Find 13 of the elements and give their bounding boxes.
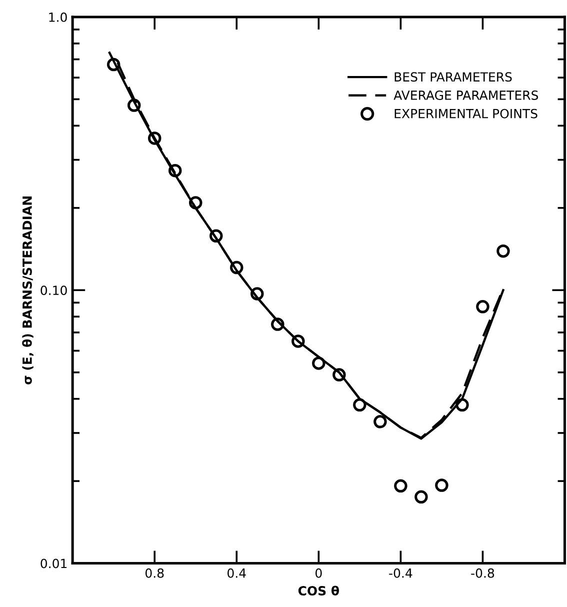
y-tick-label: 0.01 bbox=[40, 558, 67, 568]
x-tick-label: 0.4 bbox=[228, 568, 246, 578]
y-tick-label: 0.10 bbox=[40, 286, 67, 296]
x-tick-label: -0.4 bbox=[389, 568, 412, 578]
x-axis-title: COS θ bbox=[298, 586, 339, 596]
y-axis-title: σ (E, θ) BARNS/STERADIAN bbox=[22, 196, 34, 384]
x-tick-label: -0.8 bbox=[471, 568, 494, 578]
x-tick-label: 0.8 bbox=[145, 568, 164, 578]
legend-label: AVERAGE PARAMETERS bbox=[394, 90, 538, 100]
legend-label: BEST PARAMETERS bbox=[394, 72, 512, 82]
y-tick-label: 1.0 bbox=[49, 12, 67, 22]
x-tick-label: 0 bbox=[316, 568, 322, 578]
legend-label: EXPERIMENTAL POINTS bbox=[394, 108, 538, 118]
